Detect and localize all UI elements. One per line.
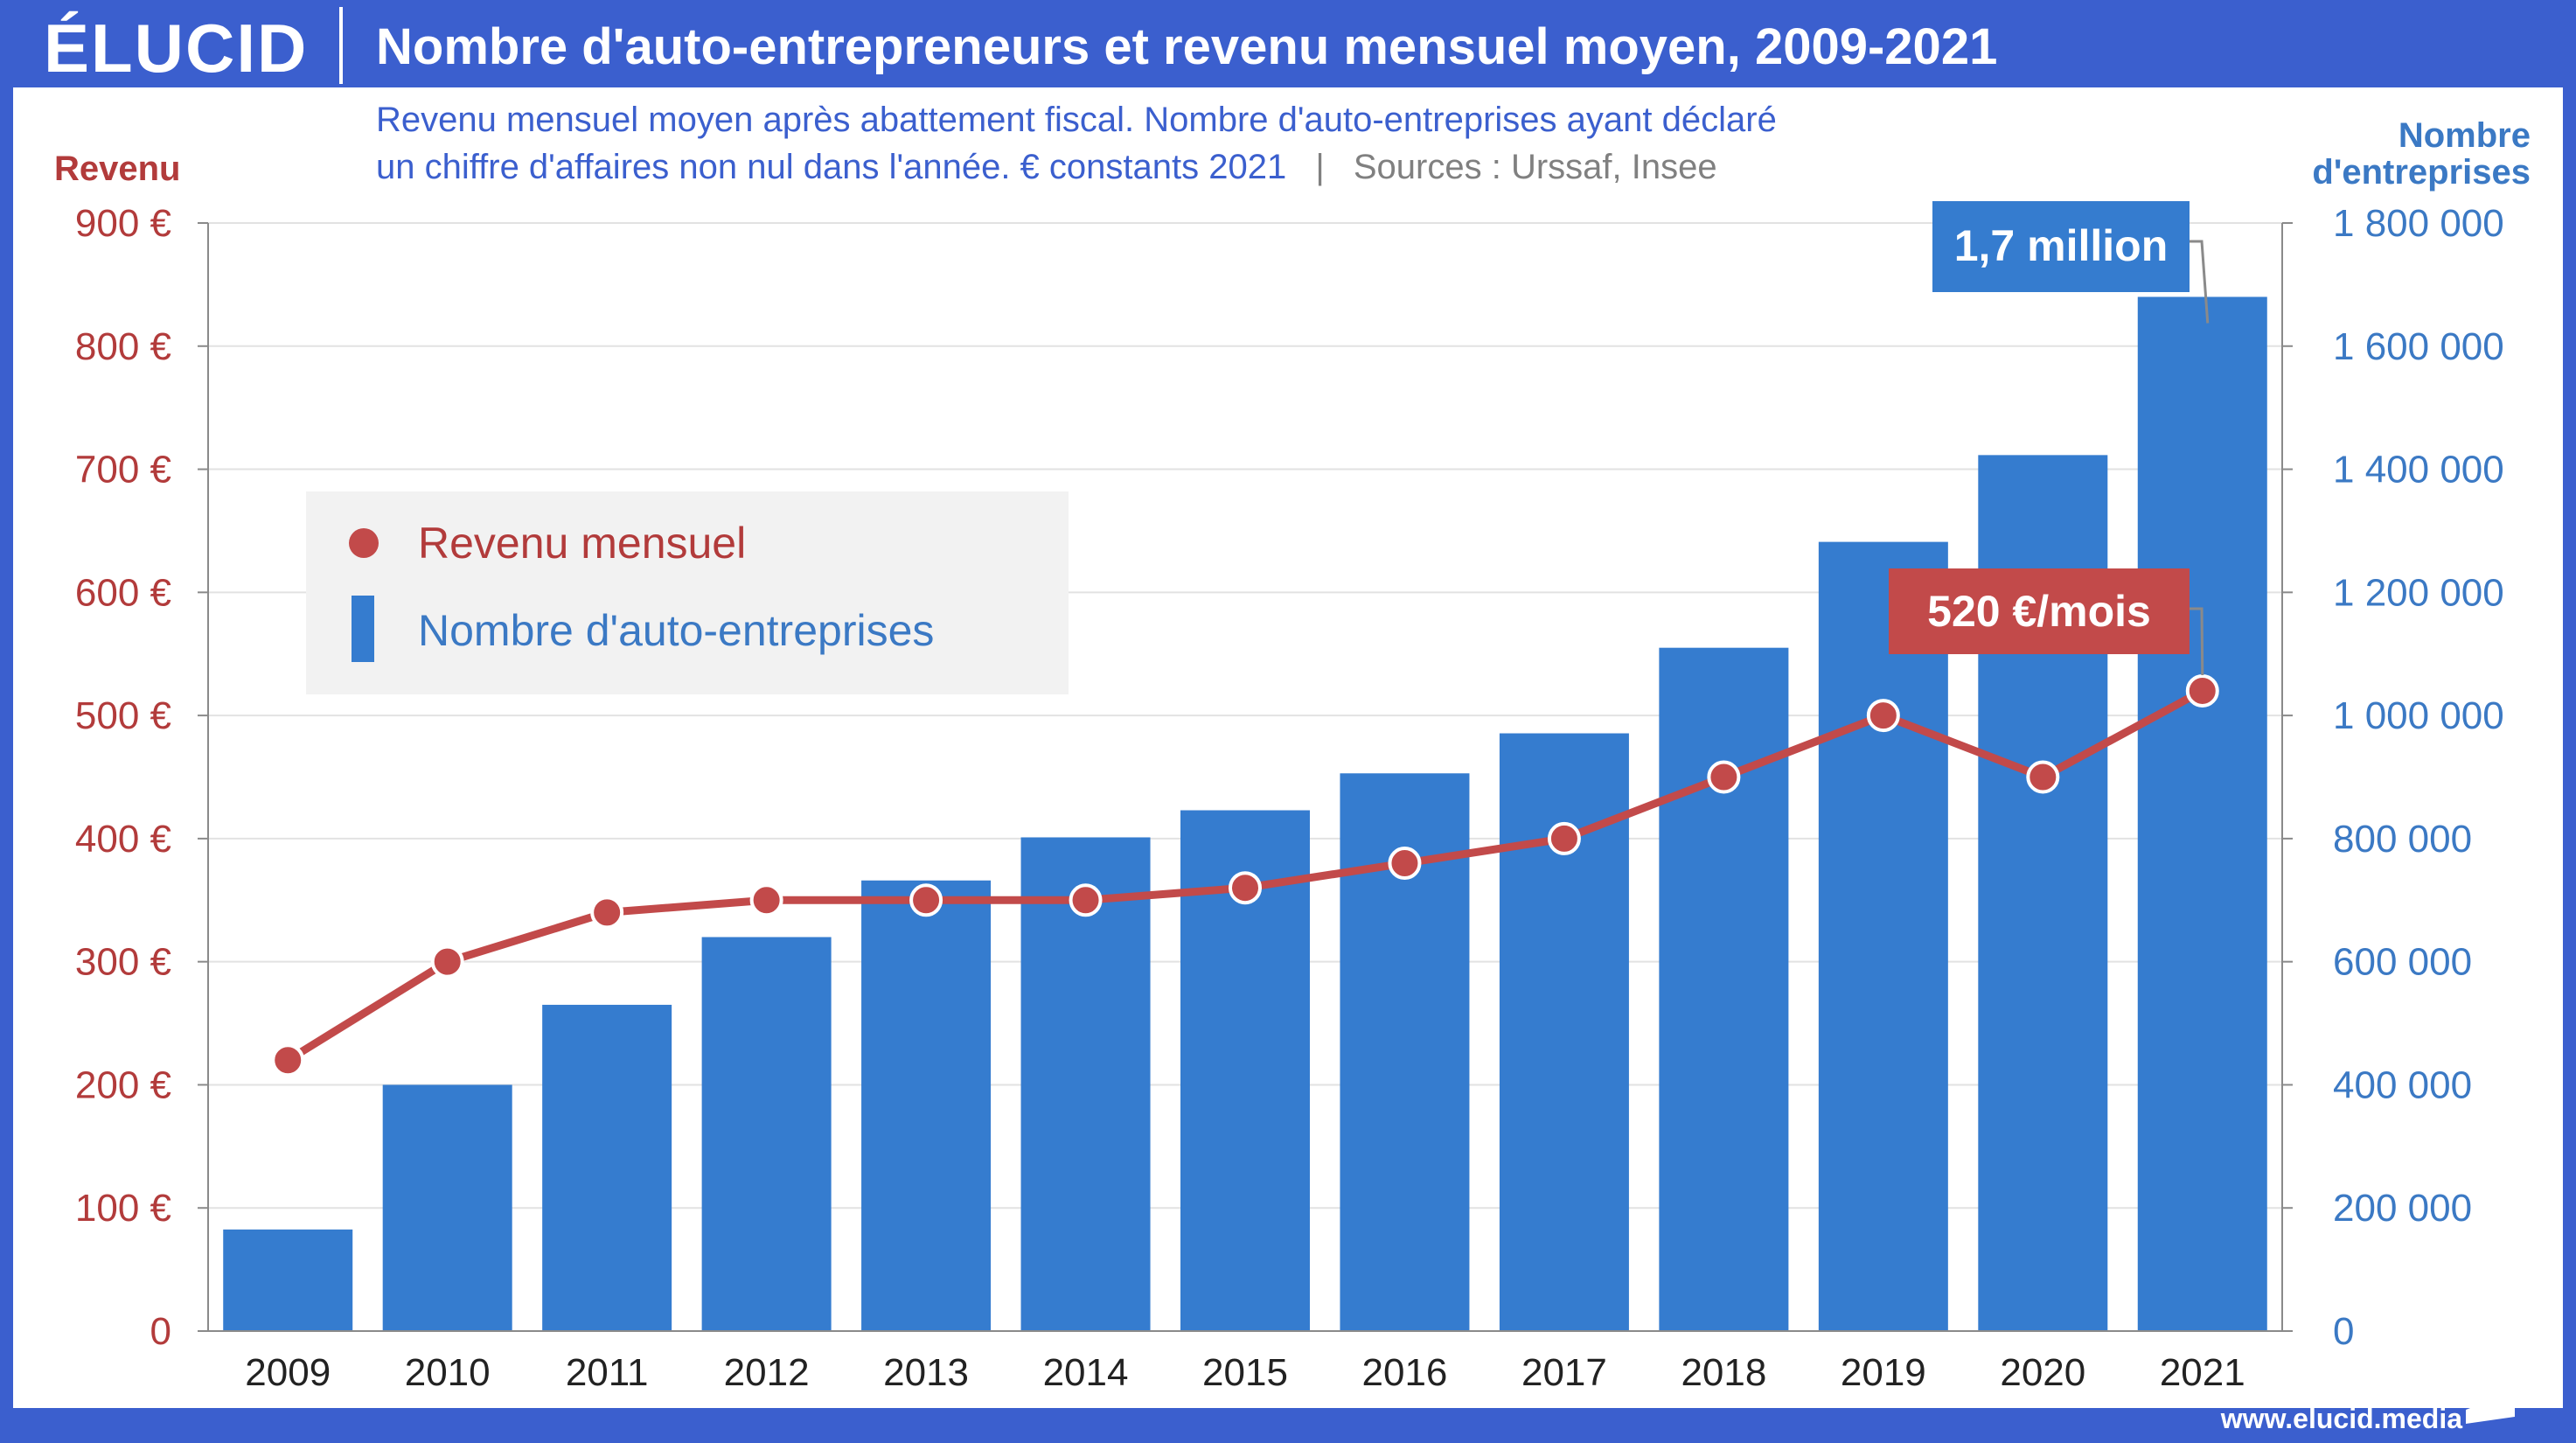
left-tick-label: 400 € [75, 818, 171, 861]
x-tick-label-2020: 2020 [2000, 1351, 2085, 1394]
left-tick-label: 800 € [75, 325, 171, 368]
annotations: 1,7 million 520 €/mois [1889, 201, 2210, 675]
subtitle-line-2-text: un chiffre d'affaires non nul dans l'ann… [376, 148, 1286, 186]
bar-2012 [701, 937, 832, 1331]
left-tick-label: 700 € [75, 449, 171, 491]
subtitle-line-2: un chiffre d'affaires non nul dans l'ann… [376, 148, 1717, 186]
right-axis-title-line-2: d'entreprises [2312, 153, 2531, 192]
subtitle-sources: Sources : Urssaf, Insee [1354, 148, 1717, 186]
x-tick-label-2012: 2012 [724, 1351, 810, 1394]
x-tick-label-2016: 2016 [1362, 1351, 1448, 1394]
bar-2014 [1020, 837, 1151, 1331]
revenue-point-2010 [430, 945, 464, 979]
legend-label-count: Nombre d'auto-entreprises [418, 606, 934, 655]
revenue-point-2017 [1547, 821, 1581, 855]
right-tick-label: 200 000 [2333, 1187, 2472, 1230]
x-tick-label-2017: 2017 [1521, 1351, 1607, 1394]
axes [198, 222, 2293, 1332]
revenue-point-2019 [1866, 699, 1900, 733]
subtitle-line-1: Revenu mensuel moyen après abattement fi… [376, 101, 1777, 139]
right-tick-label: 0 [2333, 1310, 2354, 1353]
annotation-label-count: 1,7 million [1954, 221, 2169, 270]
x-tick-label-2009: 2009 [245, 1351, 331, 1394]
x-tick-label-2011: 2011 [566, 1351, 649, 1394]
brand-logo: ÉLUCID [44, 10, 309, 87]
left-tick-label: 500 € [75, 694, 171, 737]
left-tick-label: 200 € [75, 1063, 171, 1106]
revenue-point-2013 [909, 883, 943, 917]
annotation-label-revenue: 520 €/mois [1927, 587, 2151, 636]
left-tick-label: 0 [150, 1310, 171, 1353]
legend-dot-icon [349, 528, 379, 558]
legend-label-revenue: Revenu mensuel [418, 519, 746, 568]
left-tick-label: 300 € [75, 941, 171, 984]
bar-2019 [1818, 541, 1948, 1331]
right-tick-label: 400 000 [2333, 1063, 2472, 1106]
right-tick-label: 600 000 [2333, 941, 2472, 984]
bar-2018 [1659, 647, 1789, 1331]
header-divider [339, 7, 343, 84]
footer-url: www.elucid.media [2220, 1403, 2462, 1434]
left-tick-label: 600 € [75, 571, 171, 614]
annotation-leader-count [2190, 240, 2210, 324]
legend-bar-icon [352, 596, 374, 662]
x-tick-label-2013: 2013 [883, 1351, 969, 1394]
left-axis-title: Revenu [54, 150, 181, 188]
right-tick-label: 1 200 000 [2333, 571, 2504, 614]
legend-box [306, 491, 1069, 694]
tick-labels: 0 100 € 200 € 300 € 400 € 500 € 600 € 700 € 800 … [75, 202, 2504, 1394]
x-tick-label-2014: 2014 [1043, 1351, 1129, 1394]
x-tick-label-2021: 2021 [2160, 1351, 2245, 1394]
line-series [271, 673, 2219, 1077]
x-tick-label-2010: 2010 [405, 1351, 491, 1394]
right-axis-title-line-1: Nombre [2398, 116, 2531, 155]
right-tick-label: 1 800 000 [2333, 202, 2504, 245]
right-tick-label: 1 000 000 [2333, 694, 2504, 737]
subtitle-separator: | [1315, 148, 1324, 186]
revenue-point-2011 [590, 896, 624, 930]
x-tick-label-2018: 2018 [1681, 1351, 1766, 1394]
revenue-point-2009 [271, 1043, 305, 1077]
x-tick-label-2015: 2015 [1202, 1351, 1288, 1394]
bar-2021 [2137, 296, 2267, 1331]
right-tick-label: 1 400 000 [2333, 449, 2504, 491]
chart-title: Nombre d'auto-entrepreneurs et revenu me… [376, 18, 1998, 75]
revenue-point-2021 [2185, 673, 2219, 708]
annotation-box-revenue [1889, 568, 2190, 654]
left-tick-label: 900 € [75, 202, 171, 245]
bar-series [223, 296, 2267, 1331]
left-tick-label: 100 € [75, 1187, 171, 1230]
revenue-point-2020 [2026, 760, 2060, 794]
revenue-point-2018 [1707, 760, 1741, 794]
bar-2009 [223, 1229, 353, 1331]
revenue-point-2012 [749, 883, 783, 917]
legend: Revenu mensuel Nombre d'auto-entreprises [306, 491, 1069, 694]
header-bar: ÉLUCID Nombre d'auto-entrepreneurs et re… [0, 0, 2576, 87]
bar-2010 [382, 1084, 512, 1331]
annotation-box-count [1932, 201, 2190, 292]
footer-logo-mark [2466, 1391, 2515, 1424]
revenue-point-2015 [1229, 871, 1262, 905]
revenue-point-2016 [1388, 847, 1422, 881]
right-tick-label: 1 600 000 [2333, 325, 2504, 368]
bar-2013 [861, 880, 992, 1331]
annotation-leader-revenue [2190, 607, 2204, 675]
x-tick-label-2019: 2019 [1841, 1351, 1926, 1394]
right-tick-label: 800 000 [2333, 818, 2472, 861]
bar-2011 [542, 1004, 672, 1331]
revenue-point-2014 [1069, 883, 1103, 917]
